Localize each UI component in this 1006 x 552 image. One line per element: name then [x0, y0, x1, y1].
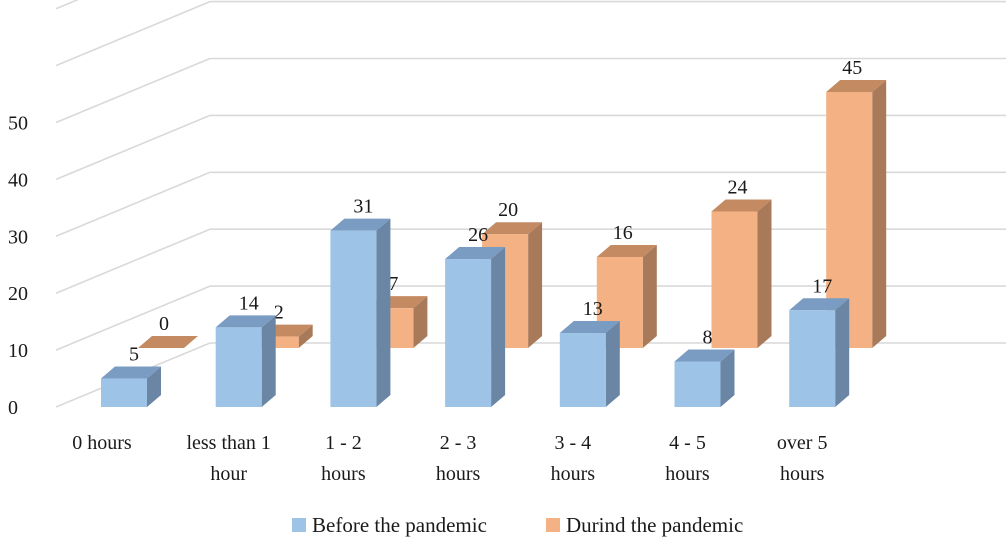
data-label-during: 45	[842, 57, 862, 79]
legend: Before the pandemic Durind the pandemic	[292, 513, 743, 537]
category-label: less than 1	[186, 432, 270, 454]
bar-before-side	[491, 247, 505, 407]
data-label-during: 0	[159, 313, 169, 335]
y-tick-label: 40	[8, 169, 28, 191]
legend-label-during: Durind the pandemic	[566, 513, 743, 537]
bar-during-side	[758, 199, 772, 348]
bar-before	[445, 247, 505, 407]
bar-before-front	[675, 361, 721, 407]
data-label-before: 26	[468, 224, 488, 246]
category-label: 1 - 2	[325, 432, 362, 454]
bar-during-top	[138, 336, 198, 348]
data-label-before: 31	[353, 196, 373, 218]
data-label-during: 16	[613, 222, 633, 244]
y-tick-label: 10	[8, 340, 28, 362]
category-label: hours	[321, 463, 366, 485]
bar-during-side	[528, 222, 542, 348]
bar-before	[101, 367, 161, 407]
bar-during-front	[712, 211, 758, 348]
bar-during	[138, 336, 198, 348]
bar-before-side	[835, 298, 849, 407]
category-label: hours	[436, 463, 481, 485]
legend-swatch-before	[292, 518, 306, 532]
bar-before-side	[376, 219, 390, 407]
gridline-side	[56, 229, 210, 293]
bar-before	[789, 298, 849, 407]
gridline-side	[56, 115, 210, 179]
gridline-side	[56, 59, 210, 123]
bar-during-side	[872, 80, 886, 348]
data-label-before: 8	[703, 326, 713, 348]
category-label: hours	[665, 463, 710, 485]
legend-swatch-during	[546, 518, 560, 532]
data-label-during: 24	[728, 176, 748, 198]
category-label: hour	[210, 463, 247, 485]
bar-before-front	[101, 379, 147, 407]
bar-before	[216, 315, 276, 407]
x-axis-categories: 0 hours less than 1 hour 1 - 2 hours 2 - 3 hou…	[72, 432, 827, 485]
category-label: hours	[780, 463, 825, 485]
y-tick-label: 50	[8, 113, 28, 135]
data-label-before: 17	[812, 275, 832, 297]
category-label: 0 hours	[72, 432, 132, 454]
gridline-side	[56, 2, 210, 66]
bar-before	[675, 349, 735, 407]
category-label: 3 - 4	[554, 432, 591, 454]
data-label-during: 20	[498, 199, 518, 221]
y-tick-label: 20	[8, 283, 28, 305]
bar-during-side	[643, 245, 657, 348]
gridline-side	[56, 172, 210, 236]
data-label-before: 13	[583, 298, 603, 320]
bar-before-side	[606, 321, 620, 407]
category-label: 4 - 5	[669, 432, 706, 454]
category-label: hours	[551, 463, 596, 485]
bar-during	[712, 199, 772, 348]
y-tick-label: 30	[8, 226, 28, 248]
bar-before-front	[216, 327, 262, 407]
bar-before	[560, 321, 620, 407]
bar-before-front	[789, 310, 835, 407]
y-tick-label: 0	[8, 397, 18, 419]
category-label: 2 - 3	[440, 432, 477, 454]
bar-before-front	[560, 333, 606, 407]
bar-before-side	[262, 315, 276, 407]
legend-label-before: Before the pandemic	[312, 513, 487, 537]
y-axis-ticks: 0 10 20 30 40 50	[8, 113, 28, 420]
data-label-before: 5	[129, 344, 139, 366]
bar-before-front	[445, 259, 491, 407]
gridline-side	[56, 0, 210, 9]
bar-before	[330, 219, 390, 407]
bar-before-front	[330, 231, 376, 407]
data-label-before: 14	[239, 292, 259, 314]
category-label: over 5	[777, 432, 828, 454]
